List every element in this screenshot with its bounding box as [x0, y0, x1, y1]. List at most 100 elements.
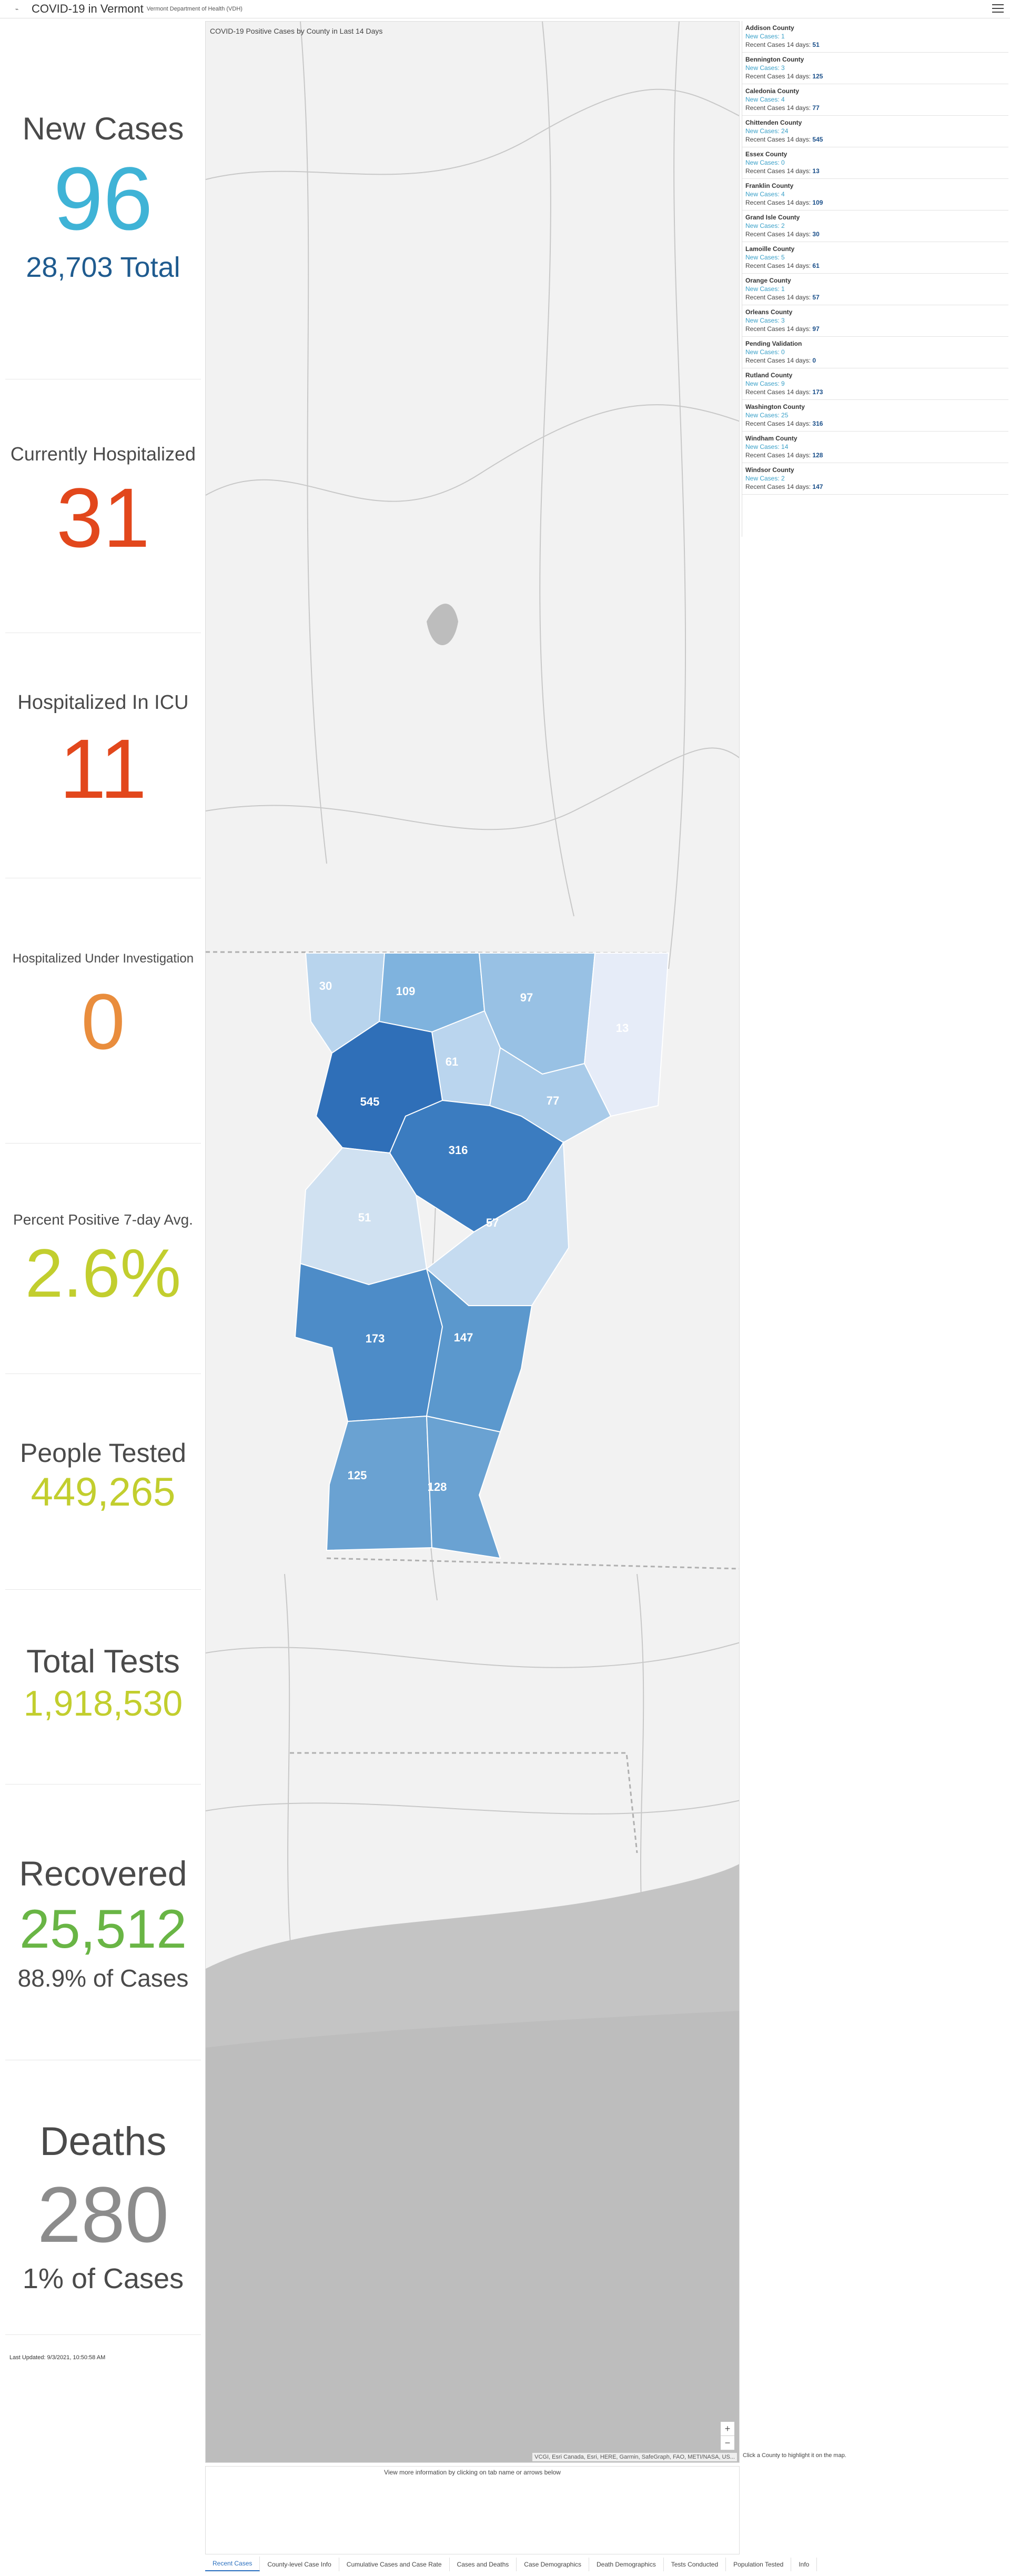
tab-death-demographics[interactable]: Death Demographics [589, 2558, 664, 2571]
map-label-rutland: 173 [366, 1332, 385, 1345]
county-name: Pending Validation [745, 340, 802, 347]
county-name: Caledonia County [745, 87, 800, 95]
under-investigation-value: 0 [81, 977, 125, 1066]
icu-card: Hospitalized In ICU 11 [5, 634, 201, 878]
tab-cumulative-cases[interactable]: Cumulative Cases and Case Rate [339, 2558, 450, 2571]
county-new-cases: New Cases: 14 [745, 443, 789, 450]
under-investigation-card: Hospitalized Under Investigation 0 [5, 879, 201, 1144]
county-new-cases: New Cases: 3 [745, 64, 785, 72]
list-item[interactable]: Chittenden County New Cases: 24 Recent C… [742, 116, 1008, 147]
zoom-controls: + − [720, 2421, 735, 2451]
county-new-cases: New Cases: 1 [745, 285, 785, 293]
county-name: Lamoille County [745, 245, 795, 253]
map-label-windsor: 147 [454, 1331, 473, 1344]
hospitalized-label: Currently Hospitalized [10, 443, 196, 465]
menu-icon[interactable] [992, 3, 1004, 14]
county-recent-cases: Recent Cases 14 days: 13 [745, 167, 820, 175]
county-recent-cases: Recent Cases 14 days: 51 [745, 41, 820, 48]
county-shapes [294, 953, 670, 1559]
county-name: Essex County [745, 151, 787, 158]
deaths-value: 280 [37, 2170, 169, 2259]
list-item[interactable]: Windham County New Cases: 14 Recent Case… [742, 432, 1008, 463]
list-item[interactable]: Windsor County New Cases: 2 Recent Cases… [742, 463, 1008, 495]
county-recent-cases: Recent Cases 14 days: 147 [745, 483, 823, 490]
tab-county-level-case-info[interactable]: County-level Case Info [260, 2558, 339, 2571]
county-name: Bennington County [745, 56, 804, 63]
tab-bar: Recent Cases County-level Case Info Cumu… [205, 2555, 817, 2571]
zoom-in-button[interactable]: + [721, 2422, 734, 2436]
zoom-out-button[interactable]: − [721, 2436, 734, 2450]
app-subtitle: Vermont Department of Health (VDH) [146, 6, 243, 12]
recovered-value: 25,512 [19, 1899, 187, 1960]
county-name: Addison County [745, 24, 794, 32]
county-recent-cases: Recent Cases 14 days: 545 [745, 136, 823, 143]
recovered-label: Recovered [19, 1854, 187, 1893]
county-name: Orange County [745, 277, 791, 284]
recovered-percent: 88.9% of Cases [17, 1964, 189, 1992]
tab-population-tested[interactable]: Population Tested [726, 2558, 792, 2571]
map-label-orleans: 97 [520, 991, 533, 1004]
county-map[interactable]: COVID-19 Positive Cases by County in Las… [205, 21, 740, 2463]
county-new-cases: New Cases: 3 [745, 317, 785, 324]
county-name: Franklin County [745, 182, 794, 189]
map-label-orange: 57 [486, 1216, 499, 1229]
list-item[interactable]: Lamoille County New Cases: 5 Recent Case… [742, 242, 1008, 274]
total-tests-card: Total Tests 1,918,530 [5, 1590, 201, 1785]
list-item[interactable]: Orange County New Cases: 1 Recent Cases … [742, 274, 1008, 305]
county-new-cases: New Cases: 0 [745, 348, 785, 356]
total-cases-value: 28,703 Total [26, 252, 180, 283]
map-canvas[interactable]: 30 109 97 13 61 545 77 316 51 57 173 147… [206, 22, 740, 2463]
hospitalized-value: 31 [56, 470, 150, 565]
county-recent-cases: Recent Cases 14 days: 109 [745, 199, 823, 206]
list-item[interactable]: Washington County New Cases: 25 Recent C… [742, 400, 1008, 432]
map-title: COVID-19 Positive Cases by County in Las… [210, 27, 383, 35]
map-attribution[interactable]: VCGI, Esri Canada, Esri, HERE, Garmin, S… [532, 2453, 737, 2461]
percent-positive-card: Percent Positive 7-day Avg. 2.6% [5, 1144, 201, 1374]
tab-recent-cases[interactable]: Recent Cases [205, 2557, 260, 2571]
county-name: Washington County [745, 403, 805, 410]
map-label-bennington: 125 [348, 1469, 367, 1482]
icu-label: Hospitalized In ICU [17, 691, 189, 714]
tab-cases-and-deaths[interactable]: Cases and Deaths [450, 2558, 517, 2571]
list-item[interactable]: Essex County New Cases: 0 Recent Cases 1… [742, 147, 1008, 179]
list-item[interactable]: Addison County New Cases: 1 Recent Cases… [742, 21, 1008, 53]
tab-tests-conducted[interactable]: Tests Conducted [664, 2558, 726, 2571]
details-panel: View more information by clicking on tab… [205, 2466, 740, 2554]
county-recent-cases: Recent Cases 14 days: 30 [745, 230, 820, 238]
tab-case-demographics[interactable]: Case Demographics [517, 2558, 589, 2571]
county-new-cases: New Cases: 5 [745, 254, 785, 261]
people-tested-card: People Tested 449,265 [5, 1375, 201, 1590]
total-tests-label: Total Tests [26, 1643, 180, 1680]
map-label-chittenden: 545 [360, 1095, 380, 1108]
people-tested-value: 449,265 [31, 1470, 176, 1515]
county-new-cases: New Cases: 24 [745, 127, 789, 135]
county-new-cases: New Cases: 2 [745, 475, 785, 482]
app-title: COVID-19 in Vermont [32, 2, 144, 15]
county-name: Windsor County [745, 466, 794, 474]
list-item[interactable]: Caledonia County New Cases: 4 Recent Cas… [742, 84, 1008, 116]
list-item[interactable]: Pending Validation New Cases: 0 Recent C… [742, 337, 1008, 368]
list-item[interactable]: Bennington County New Cases: 3 Recent Ca… [742, 53, 1008, 84]
vdh-logo-icon: ⌁ [15, 6, 19, 13]
county-list: Addison County New Cases: 1 Recent Cases… [742, 21, 1008, 537]
county-name: Grand Isle County [745, 214, 800, 221]
list-item[interactable]: Grand Isle County New Cases: 2 Recent Ca… [742, 211, 1008, 242]
map-label-caledonia: 77 [547, 1094, 559, 1107]
details-note: View more information by clicking on tab… [384, 2469, 561, 2476]
list-item[interactable]: Franklin County New Cases: 4 Recent Case… [742, 179, 1008, 211]
tab-info[interactable]: Info [791, 2558, 817, 2571]
map-label-washington: 316 [449, 1144, 468, 1157]
list-item[interactable]: Orleans County New Cases: 3 Recent Cases… [742, 305, 1008, 337]
map-hint: Click a County to highlight it on the ma… [743, 2452, 846, 2459]
new-cases-card: New Cases 96 28,703 Total [5, 21, 201, 379]
map-label-windham: 128 [428, 1480, 447, 1494]
county-recent-cases: Recent Cases 14 days: 97 [745, 325, 820, 333]
county-new-cases: New Cases: 2 [745, 222, 785, 229]
list-item[interactable]: Rutland County New Cases: 9 Recent Cases… [742, 368, 1008, 400]
county-new-cases: New Cases: 9 [745, 380, 785, 387]
last-updated: Last Updated: 9/3/2021, 10:50:58 AM [9, 2354, 106, 2361]
county-recent-cases: Recent Cases 14 days: 0 [745, 357, 816, 364]
county-new-cases: New Cases: 25 [745, 412, 789, 419]
people-tested-label: People Tested [20, 1438, 186, 1468]
county-recent-cases: Recent Cases 14 days: 173 [745, 388, 823, 396]
